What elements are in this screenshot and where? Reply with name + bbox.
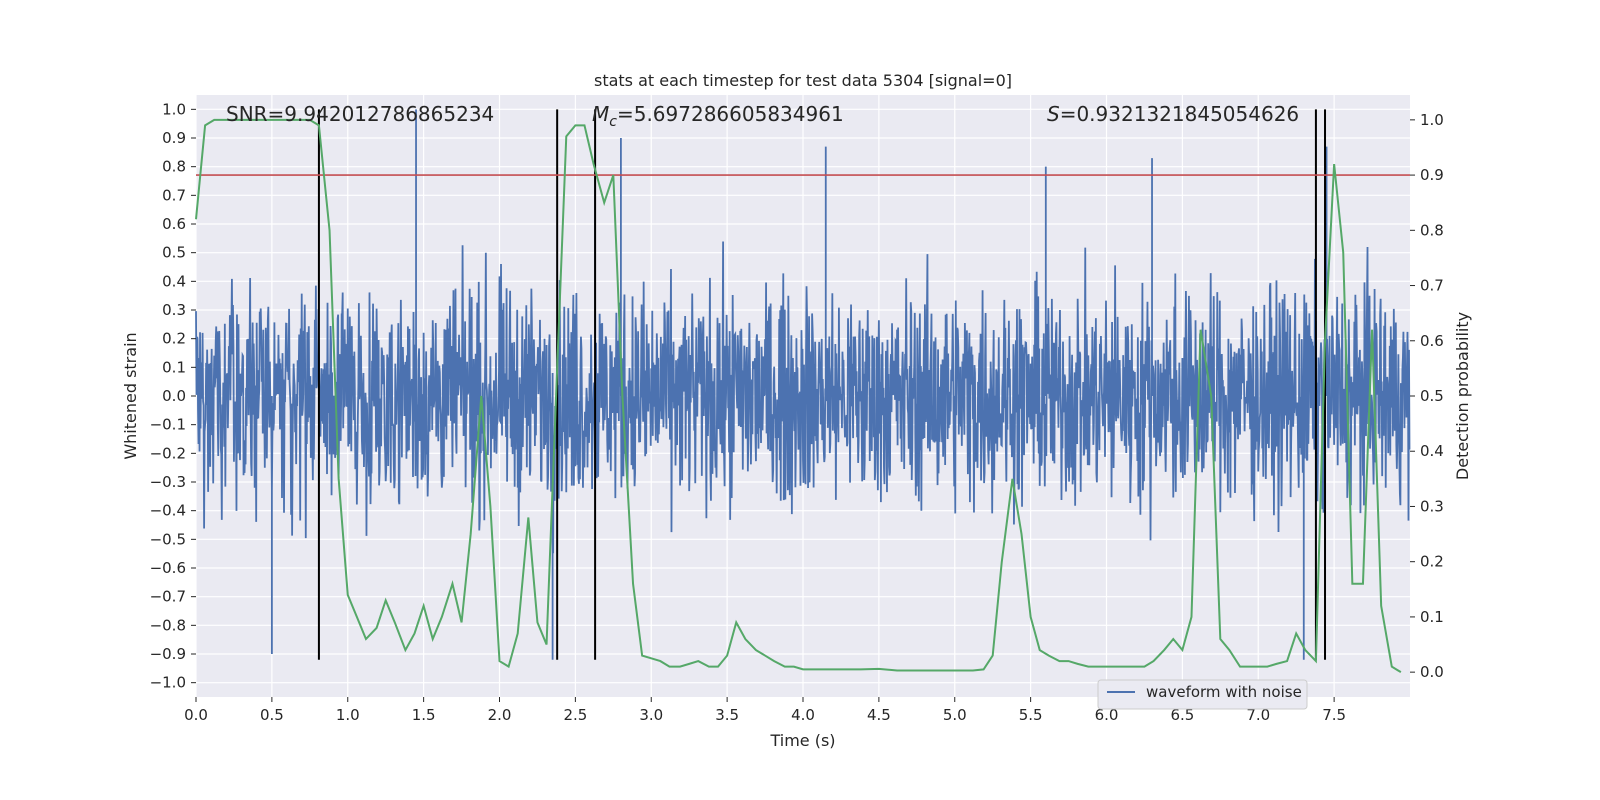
annotation-chirp-mass-symbol: M: [592, 102, 609, 126]
x-tick-label: 3.5: [715, 706, 739, 724]
x-tick-label: 6.5: [1170, 706, 1194, 724]
x-axis-ticks: 0.0 0.5 1.0 1.5 2.0 2.5 3.0 3.5 4.0 4.5 5.0 5.5 6.0 6…: [184, 697, 1346, 724]
x-tick-label: 4.0: [791, 706, 815, 724]
y-right-tick-label: 0.2: [1420, 553, 1444, 571]
y-left-tick-label: 0.3: [162, 301, 186, 319]
y-left-tick-label: 0.5: [162, 244, 186, 262]
x-tick-label: 7.5: [1322, 706, 1346, 724]
x-tick-label: 1.0: [336, 706, 360, 724]
y-right-tick-label: 0.0: [1420, 663, 1444, 681]
y-left-tick-label: −0.4: [150, 502, 186, 520]
y-left-tick-label: −0.2: [150, 444, 186, 462]
y-left-tick-label: −0.6: [150, 559, 186, 577]
y-right-tick-label: 0.4: [1420, 442, 1444, 460]
y-right-tick-label: 0.7: [1420, 277, 1444, 295]
plot-area: [195, 95, 1411, 697]
x-tick-label: 2.0: [488, 706, 512, 724]
annotation-s: S=0.9321321845054626: [1047, 102, 1299, 126]
y-left-tick-label: 0.8: [162, 158, 186, 176]
annotation-snr: SNR=9.942012786865234: [226, 102, 494, 126]
legend-box: [1097, 679, 1308, 710]
x-tick-label: 5.5: [1019, 706, 1043, 724]
annotation-chirp-mass: Mc=5.697286605834961: [592, 102, 844, 130]
y-right-axis-label: Detection probability: [1453, 312, 1472, 480]
y-left-tick-label: −0.9: [150, 645, 186, 663]
x-tick-label: 1.5: [412, 706, 436, 724]
y-left-tick-label: 1.0: [162, 100, 186, 118]
annotation-s-symbol: S: [1047, 102, 1060, 126]
x-tick-label: 6.0: [1095, 706, 1119, 724]
x-tick-label: 0.0: [184, 706, 208, 724]
legend: waveform with noise: [1097, 679, 1308, 710]
y-left-tick-label: −1.0: [150, 674, 186, 692]
x-tick-label: 7.0: [1246, 706, 1270, 724]
x-tick-label: 2.5: [563, 706, 587, 724]
y-right-tick-label: 0.1: [1420, 608, 1444, 626]
x-tick-label: 0.5: [260, 706, 284, 724]
y-left-tick-label: −0.1: [150, 416, 186, 434]
x-tick-label: 4.5: [867, 706, 891, 724]
y-right-tick-label: 0.3: [1420, 497, 1444, 515]
y-left-tick-label: −0.8: [150, 616, 186, 634]
y-left-tick-label: 0.9: [162, 129, 186, 147]
y-left-tick-label: 0.0: [162, 387, 186, 405]
y-right-tick-label: 0.8: [1420, 221, 1444, 239]
y-left-tick-label: −0.3: [150, 473, 186, 491]
y-left-tick-label: 0.7: [162, 186, 186, 204]
chart-title: stats at each timestep for test data 530…: [594, 71, 1012, 90]
y-left-tick-label: −0.5: [150, 530, 186, 548]
y-left-tick-label: 0.6: [162, 215, 186, 233]
y-right-tick-label: 1.0: [1420, 111, 1444, 129]
y-left-tick-label: 0.2: [162, 330, 186, 348]
y-left-axis-label: Whitened strain: [121, 332, 140, 459]
y-left-tick-label: −0.7: [150, 588, 186, 606]
y-left-tick-label: 0.1: [162, 358, 186, 376]
legend-label-waveform: waveform with noise: [1146, 683, 1302, 701]
y-left-axis-ticks: 1.0 0.9 0.8 0.7 0.6 0.5 0.4 0.3 0.2 0.1 0.0 −0.1 −0.…: [150, 100, 196, 692]
y-right-tick-label: 0.6: [1420, 332, 1444, 350]
x-tick-label: 3.0: [639, 706, 663, 724]
y-right-tick-label: 0.5: [1420, 387, 1444, 405]
y-right-axis-ticks: 1.0 0.9 0.8 0.7 0.6 0.5 0.4 0.3 0.2 0.1 0.0: [1410, 111, 1444, 681]
annotation-chirp-mass-subscript: c: [609, 114, 617, 130]
x-tick-label: 5.0: [943, 706, 967, 724]
series-detection-probability: [195, 118, 1402, 674]
annotation-chirp-mass-value: =5.697286605834961: [617, 102, 844, 126]
y-left-tick-label: 0.4: [162, 272, 186, 290]
annotation-s-value: =0.9321321845054626: [1060, 102, 1299, 126]
y-right-tick-label: 0.9: [1420, 166, 1444, 184]
x-axis-label: Time (s): [769, 731, 835, 750]
